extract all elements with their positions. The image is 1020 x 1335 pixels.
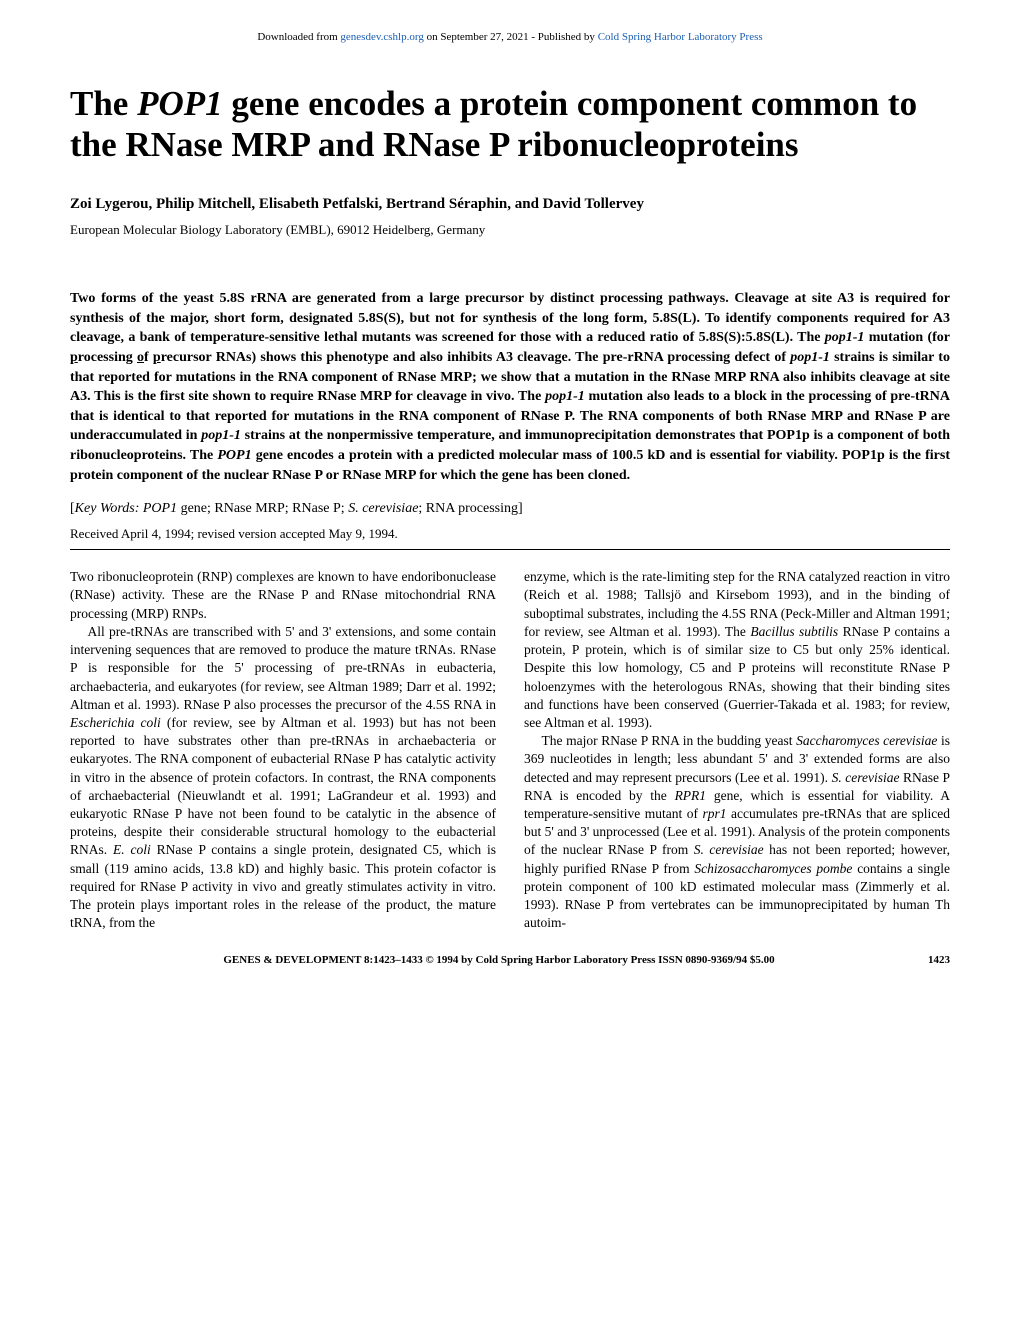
banner-link-1[interactable]: genesdev.cshlp.org <box>340 31 423 43</box>
received-date: Received April 4, 1994; revised version … <box>70 526 950 543</box>
page-footer: GENES & DEVELOPMENT 8:1423–1433 © 1994 b… <box>70 953 950 967</box>
body-text-left: Two ribonucleoprotein (RNP) complexes ar… <box>70 568 496 932</box>
body-columns: Two ribonucleoprotein (RNP) complexes ar… <box>70 568 950 932</box>
page-number: 1423 <box>928 953 950 967</box>
banner-prefix: Downloaded from <box>257 31 340 43</box>
title-gene: POP1 <box>137 84 223 123</box>
body-text-right: enzyme, which is the rate-limiting step … <box>524 568 950 932</box>
banner-middle: on September 27, 2021 - Published by <box>424 31 598 43</box>
column-left: Two ribonucleoprotein (RNP) complexes ar… <box>70 568 496 932</box>
keywords: [Key Words: POP1 gene; RNase MRP; RNase … <box>70 500 950 518</box>
abstract: Two forms of the yeast 5.8S rRNA are gen… <box>70 289 950 485</box>
column-right: enzyme, which is the rate-limiting step … <box>524 568 950 932</box>
title-pre: The <box>70 84 137 123</box>
footer-text: GENES & DEVELOPMENT 8:1423–1433 © 1994 b… <box>223 954 774 966</box>
banner-link-2[interactable]: Cold Spring Harbor Laboratory Press <box>598 31 763 43</box>
article-title: The POP1 gene encodes a protein componen… <box>70 84 950 165</box>
download-banner: Downloaded from genesdev.cshlp.org on Se… <box>70 30 950 44</box>
section-divider <box>70 549 950 550</box>
affiliation: European Molecular Biology Laboratory (E… <box>70 222 950 239</box>
authors: Zoi Lygerou, Philip Mitchell, Elisabeth … <box>70 195 950 215</box>
